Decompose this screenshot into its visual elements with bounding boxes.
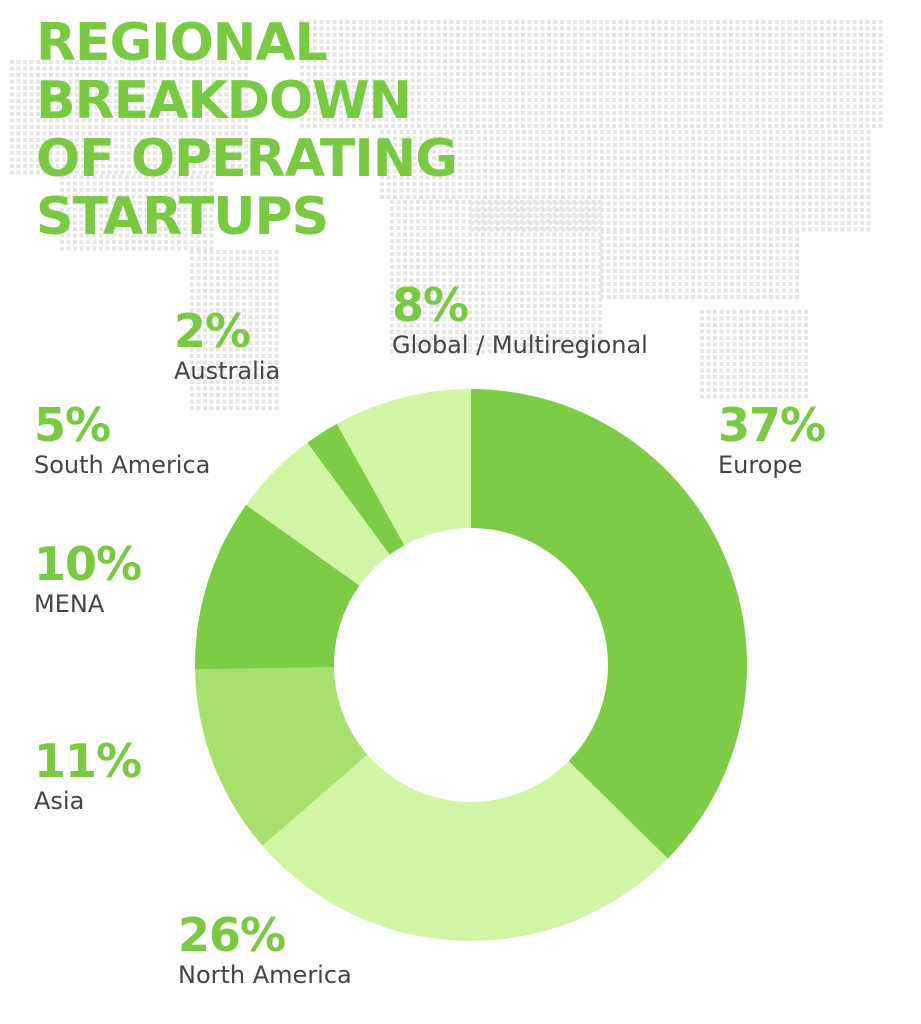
percent-north-america: 26% bbox=[178, 908, 286, 962]
region-europe: Europe bbox=[718, 451, 803, 479]
label-north-america: 26% North America bbox=[178, 912, 352, 990]
map-dots bbox=[10, 20, 883, 410]
region-asia: Asia bbox=[34, 787, 85, 815]
donut-slice-south-america bbox=[246, 442, 390, 586]
donut-slice-mena bbox=[195, 504, 360, 670]
donut-slice-australia bbox=[307, 423, 405, 555]
percent-europe: 37% bbox=[718, 398, 826, 452]
percent-australia: 2% bbox=[174, 304, 251, 358]
region-global: Global / Multiregional bbox=[392, 331, 648, 359]
region-north-america: North America bbox=[178, 961, 352, 989]
percent-asia: 11% bbox=[34, 734, 142, 788]
percent-global: 8% bbox=[392, 278, 469, 332]
label-global: 8% Global / Multiregional bbox=[392, 282, 648, 360]
label-mena: 10% MENA bbox=[34, 537, 142, 619]
label-europe: 37% Europe bbox=[718, 398, 826, 480]
percent-mena: 10% bbox=[34, 537, 142, 591]
label-asia: 11% Asia bbox=[34, 734, 142, 816]
chart-title: REGIONAL BREAKDOWN OF OPERATING STARTUPS bbox=[36, 13, 458, 247]
region-australia: Australia bbox=[174, 357, 281, 385]
donut-slice-europe bbox=[471, 389, 747, 859]
percent-south-america: 5% bbox=[34, 398, 111, 452]
region-mena: MENA bbox=[34, 590, 105, 618]
label-south-america: 5% South America bbox=[34, 402, 210, 480]
title-line-2: BREAKDOWN bbox=[36, 71, 412, 131]
world-map-background bbox=[10, 20, 883, 410]
donut-slice-asia bbox=[195, 667, 368, 846]
region-south-america: South America bbox=[34, 451, 211, 479]
donut-slice-north-america bbox=[262, 754, 668, 942]
label-australia: 2% Australia bbox=[174, 308, 280, 386]
title-line-4: STARTUPS bbox=[36, 187, 329, 247]
title-line-1: REGIONAL bbox=[36, 13, 328, 73]
title-line-3: OF OPERATING bbox=[36, 129, 458, 189]
donut-slice-global-multiregional bbox=[336, 389, 471, 546]
